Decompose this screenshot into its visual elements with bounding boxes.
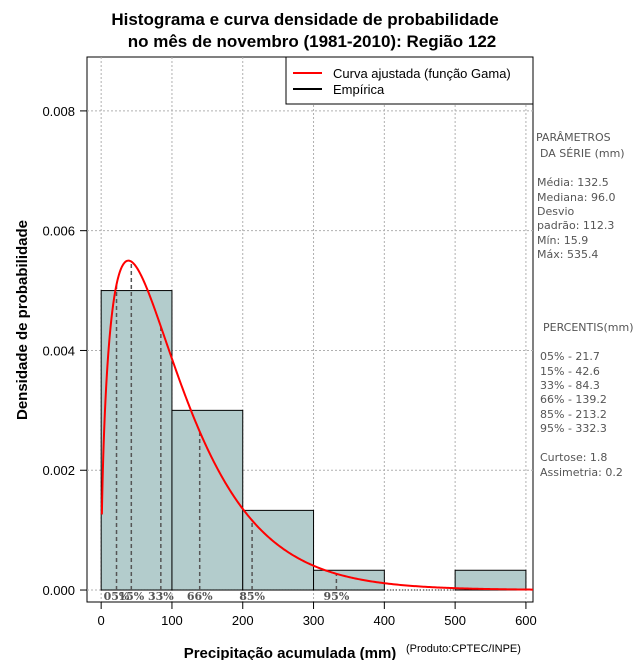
y-tick-label-2: 0.004	[42, 343, 75, 358]
x-axis: 0 100 200 300 400 500 600	[98, 601, 537, 628]
percentil-95: 95% - 332.3	[540, 422, 607, 435]
percentile-label-2: 33%	[148, 590, 174, 603]
percentil-85: 85% - 213.2	[540, 408, 607, 421]
product-credit: (Produto:CPTEC/INPE)	[406, 643, 521, 655]
percentile-labels: 05%15% 33% 66% 85% 95%	[104, 590, 350, 603]
density-curve	[100, 259, 534, 591]
x-tick-label-5: 500	[444, 613, 466, 628]
stat-assimetria: Assimetria: 0.2	[540, 466, 623, 479]
percentile-label-0: 05%	[104, 590, 130, 603]
histogram-bar-1	[171, 409, 244, 591]
y-tick-label-3: 0.006	[42, 224, 75, 239]
x-tick-label-1: 100	[161, 613, 183, 628]
y-tick-label-0: 0.000	[42, 583, 75, 598]
legend-box	[285, 56, 534, 105]
y-tick-label-4: 0.008	[42, 104, 75, 119]
percentile-label-4: 85%	[239, 590, 265, 603]
x-tick-label-6: 600	[515, 613, 537, 628]
stat-desvio-line-1: Desvio	[537, 205, 575, 218]
density-curve-layer	[100, 259, 534, 591]
x-tick-label-0: 0	[98, 613, 105, 628]
percentile-label-5: 95%	[324, 590, 350, 603]
statistics-panel: PARÂMETROS DA SÉRIE (mm) Média: 132.5 Me…	[536, 131, 634, 479]
stat-desvio-line-2: padrão: 112.3	[537, 219, 614, 232]
legend: Curva ajustada (função Gama) Empírica	[285, 56, 534, 105]
percentil-05: 05% - 21.7	[540, 350, 600, 363]
x-tick-label-4: 400	[373, 613, 395, 628]
legend-label-empirical: Empírica	[333, 82, 385, 97]
x-tick-label-3: 300	[303, 613, 325, 628]
y-axis: 0.000 0.002 0.004 0.006 0.008	[42, 104, 87, 598]
histogram-bars	[100, 290, 533, 591]
legend-label-curve: Curva ajustada (função Gama)	[333, 66, 511, 81]
params-header-line-2: DA SÉRIE (mm)	[540, 147, 625, 160]
chart-title-line-1: Histograma e curva densidade de probabil…	[111, 10, 498, 29]
y-tick-label-1: 0.002	[42, 463, 75, 478]
stat-mediana: Mediana: 96.0	[537, 191, 615, 204]
stat-curtose: Curtose: 1.8	[540, 451, 607, 464]
stat-min: Mín: 15.9	[537, 234, 588, 247]
percentil-15: 15% - 42.6	[540, 365, 600, 378]
x-tick-label-2: 200	[232, 613, 254, 628]
percentil-66: 66% - 139.2	[540, 393, 607, 406]
x-axis-label: Precipitação acumulada (mm)	[184, 645, 397, 660]
percentis-header: PERCENTIS(mm)	[543, 321, 634, 334]
percentil-33: 33% - 84.3	[540, 379, 600, 392]
chart-title-line-2: no mês de novembro (1981-2010): Região 1…	[128, 32, 496, 51]
params-header-line-1: PARÂMETROS	[536, 131, 611, 144]
percentile-label-3: 66%	[187, 590, 213, 603]
percentile-lines	[115, 261, 338, 591]
y-axis-label: Densidade de probabilidade	[14, 220, 31, 420]
stat-media: Média: 132.5	[537, 176, 609, 189]
stat-max: Máx: 535.4	[537, 248, 598, 261]
histogram-bar-5	[454, 569, 527, 591]
percentile-label-1: 15%	[118, 590, 144, 603]
histogram-bar-3	[313, 569, 385, 591]
